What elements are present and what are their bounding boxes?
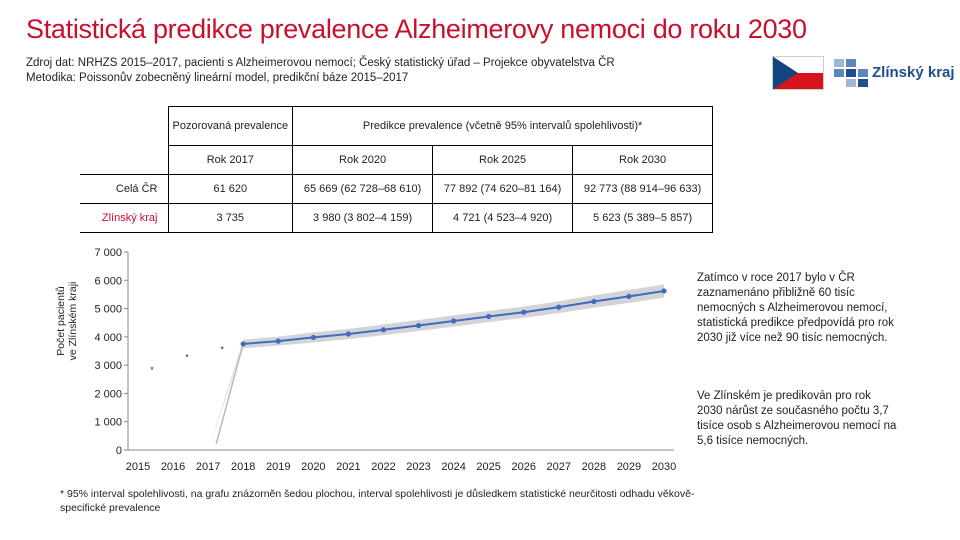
- table-row: Zlínský kraj 3 735 3 980 (3 802–4 159) 4…: [80, 203, 714, 233]
- x-tick-label: 2015: [126, 461, 150, 473]
- source-line: Zdroj dat: NRHZS 2015–2017, pacienti s A…: [26, 57, 615, 69]
- predicted-point: [486, 313, 492, 320]
- year-header: Rok 2030: [572, 145, 714, 175]
- table-cell: 5 623 (5 389–5 857): [572, 203, 714, 233]
- row-label: Celá ČR: [80, 174, 169, 204]
- table-cell: 77 892 (74 620–81 164): [432, 174, 574, 204]
- prevalence-table: Pozorovaná prevalence Predikce prevalenc…: [80, 106, 714, 233]
- zlin-region-logo: Zlínský kraj: [772, 56, 955, 90]
- methodology-line: Metodika: Poissonův zobecněný lineární m…: [26, 72, 409, 84]
- y-axis-label: Počet pacientůve Zlínském kraji: [55, 282, 79, 361]
- x-tick-label: 2016: [161, 461, 185, 473]
- transition-band: [208, 339, 244, 450]
- logo-text: Zlínský kraj: [872, 64, 955, 81]
- logo-squares-icon: [834, 59, 868, 87]
- table-row: Celá ČR 61 620 65 669 (62 728–68 610) 77…: [80, 174, 714, 204]
- x-tick-label: 2017: [196, 461, 220, 473]
- year-header: Rok 2017: [167, 145, 294, 175]
- x-tick-label: 2025: [476, 461, 500, 473]
- predicted-point: [661, 288, 667, 294]
- x-tick-label: 2028: [582, 461, 606, 473]
- y-tick-label: 1 000: [94, 417, 122, 429]
- row-label: Zlínský kraj: [80, 203, 169, 233]
- footnote: * 95% interval spolehlivosti, na grafu z…: [60, 488, 695, 514]
- x-tick-label: 2024: [441, 461, 465, 473]
- y-tick-label: 4 000: [94, 332, 122, 344]
- table-cell: 61 620: [167, 174, 294, 204]
- header-observed: Pozorovaná prevalence: [167, 106, 294, 146]
- x-tick-label: 2022: [371, 461, 395, 473]
- table-cell: 3 980 (3 802–4 159): [292, 203, 434, 233]
- x-tick-label: 2027: [547, 461, 571, 473]
- x-tick-label: 2023: [406, 461, 430, 473]
- predicted-point: [240, 341, 246, 347]
- observed-point: *: [150, 365, 154, 375]
- y-tick-label: 5 000: [94, 304, 122, 316]
- predicted-point: [415, 322, 422, 329]
- table-cell: 4 721 (4 523–4 920): [432, 203, 574, 233]
- predicted-point: [521, 309, 527, 315]
- summary-text-cz: Zatímco v roce 2017 bylo v ČR zaznamenán…: [697, 272, 894, 344]
- y-tick-label: 0: [116, 445, 122, 457]
- table-cell: 3 735: [167, 203, 294, 233]
- x-tick-label: 2021: [336, 461, 360, 473]
- x-tick-label: 2030: [652, 461, 676, 473]
- predicted-point: [451, 318, 457, 324]
- header-predicted: Predikce prevalence (včetně 95% interval…: [292, 106, 714, 146]
- x-tick-label: 2020: [301, 461, 325, 473]
- table-years-row: Rok 2017 Rok 2020 Rok 2025 Rok 2030: [80, 145, 714, 175]
- table-corner: [80, 106, 169, 175]
- y-tick-label: 2 000: [94, 388, 122, 400]
- year-header: Rok 2025: [432, 145, 574, 175]
- predicted-point: [380, 327, 387, 333]
- table-header-row: Pozorovaná prevalence Predikce prevalenc…: [80, 106, 714, 175]
- x-tick-label: 2026: [511, 461, 535, 473]
- table-cell: 92 773 (88 914–96 633): [572, 174, 714, 204]
- data-source: Zdroj dat: NRHZS 2015–2017, pacienti s A…: [26, 56, 615, 86]
- y-tick-label: 7 000: [94, 247, 122, 259]
- table-cell: 65 669 (62 728–68 610): [292, 174, 434, 204]
- year-header: Rok 2020: [292, 145, 434, 175]
- czech-flag-icon: [772, 56, 824, 90]
- predicted-point: [310, 334, 316, 341]
- observed-point: *: [220, 344, 224, 354]
- x-tick-label: 2029: [617, 461, 641, 473]
- transition-line: [215, 343, 244, 445]
- y-tick-label: 3 000: [94, 360, 122, 372]
- observed-point: *: [185, 352, 189, 362]
- predicted-point: [591, 298, 597, 305]
- predicted-point: [556, 304, 562, 310]
- x-tick-label: 2019: [266, 461, 290, 473]
- prevalence-chart: 0 1 000 2 000 3 000 4 000 5 000 6 000 7 000 2015…: [55, 247, 676, 473]
- page-title: Statistická predikce prevalence Alzheime…: [26, 14, 807, 44]
- predicted-point: [275, 338, 281, 344]
- predicted-point: [345, 331, 351, 337]
- x-tick-label: 2018: [231, 461, 255, 473]
- summary-text-zlin: Ve Zlínském je predikován pro rok 2030 n…: [697, 390, 897, 447]
- y-tick-label: 6 000: [94, 275, 122, 287]
- predicted-point: [626, 293, 632, 300]
